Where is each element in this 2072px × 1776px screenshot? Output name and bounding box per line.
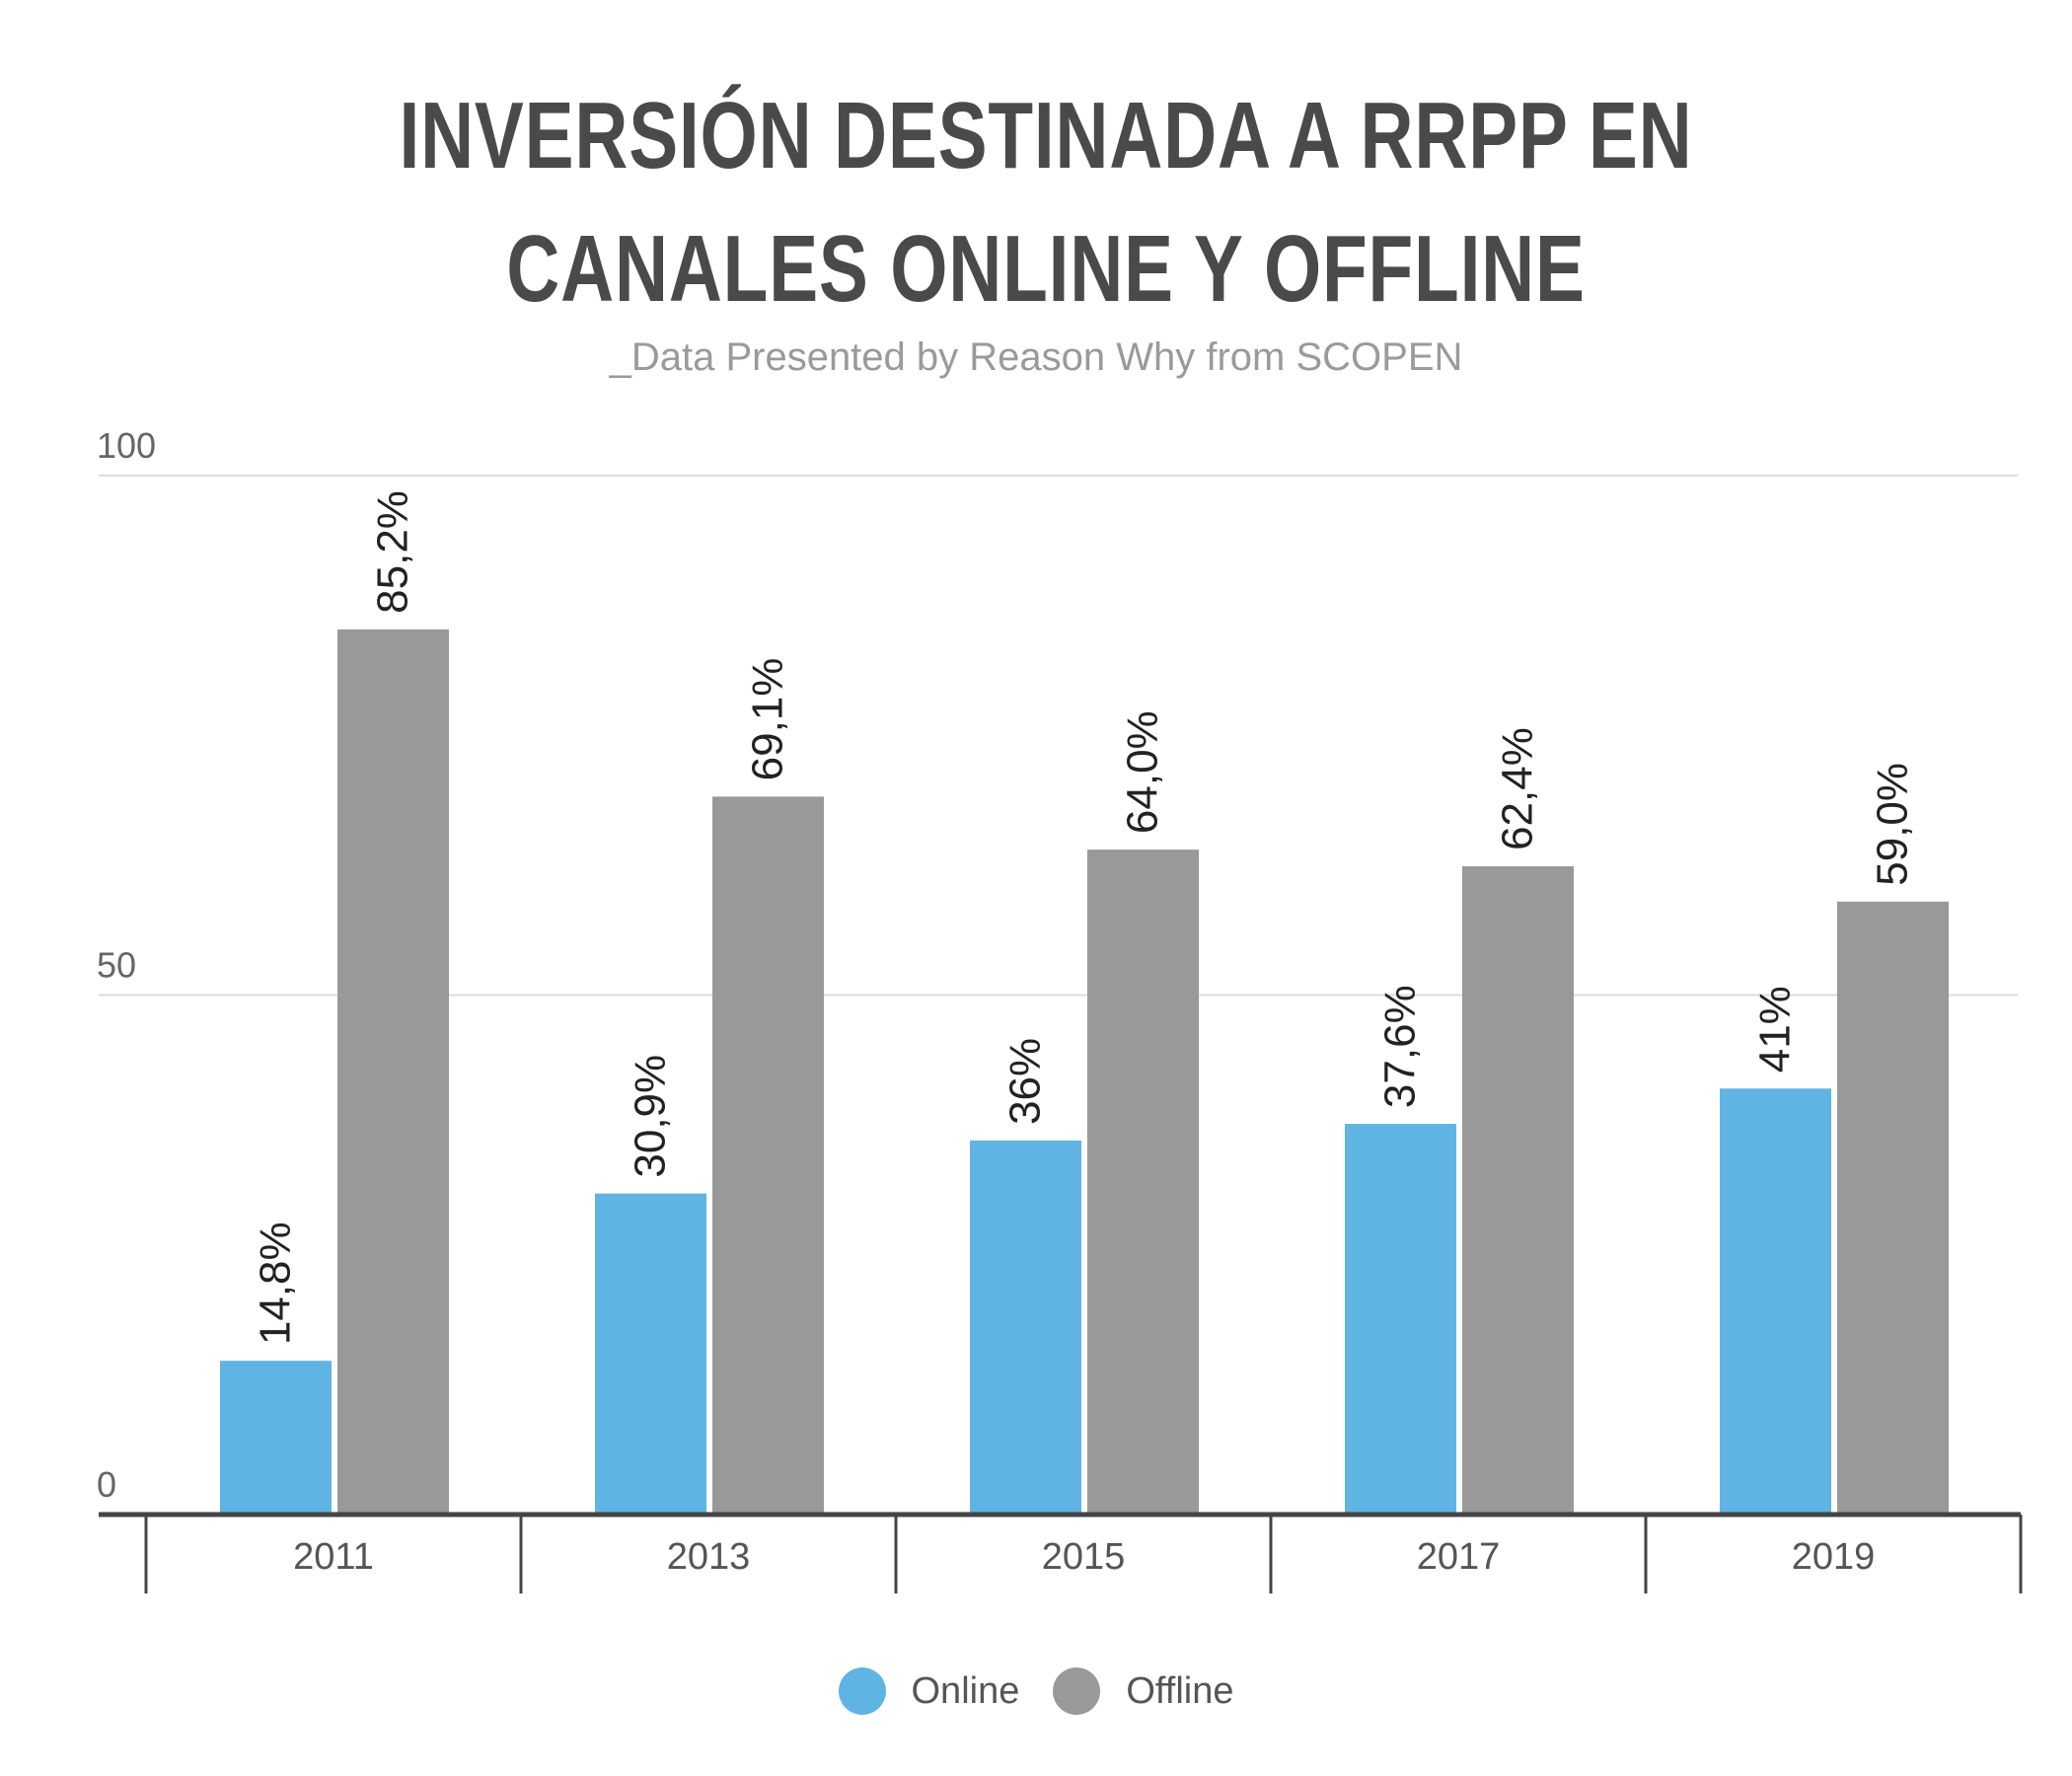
x-tick-label: 2015 [1042,1536,1126,1578]
data-label: 64,0% [1119,710,1167,834]
legend: Online Offline [0,1667,2072,1715]
bar-offline [1087,850,1199,1515]
x-tick-label: 2013 [667,1536,751,1578]
bar-offline [712,796,824,1515]
data-label: 14,8% [252,1221,300,1345]
bar-offline [1837,901,1949,1515]
data-label: 85,2% [369,490,417,614]
bar-chart: 0 50 100 14,8% 85,2% 2011 30,9% 69,1% 2013 36% 64,… [97,425,2023,1593]
legend-label-offline: Offline [1126,1669,1234,1712]
x-tick-label: 2017 [1417,1536,1501,1578]
bar-online [220,1361,332,1515]
y-tick-label: 100 [97,425,156,466]
data-label: 37,6% [1376,985,1425,1108]
bar-online [1345,1124,1456,1515]
legend-item-online: Online [838,1667,1020,1715]
bar-offline [337,629,449,1515]
data-label: 36% [1001,1038,1050,1125]
data-label: 30,9% [627,1055,675,1178]
y-tick-label: 0 [97,1464,116,1505]
legend-label-online: Online [911,1669,1020,1712]
x-tick-label: 2011 [293,1536,374,1578]
data-label: 69,1% [744,658,792,781]
y-tick-label: 50 [97,945,136,986]
chart-title: INVERSIÓN DESTINADA A RRPP EN CANALES ON… [399,83,1693,322]
chart-subtitle: _Data Presented by Reason Why from SCOPE… [609,335,1463,379]
bar-online [970,1140,1081,1515]
data-label: 41% [1751,986,1800,1073]
bar-offline [1462,865,1574,1515]
legend-item-offline: Offline [1053,1667,1233,1715]
bar-online [595,1193,706,1515]
bar-online [1720,1088,1831,1515]
data-label: 59,0% [1869,763,1917,886]
legend-swatch-online [838,1667,886,1715]
legend-swatch-offline [1053,1667,1101,1715]
data-label: 62,4% [1494,727,1542,851]
x-tick-label: 2019 [1792,1536,1876,1578]
